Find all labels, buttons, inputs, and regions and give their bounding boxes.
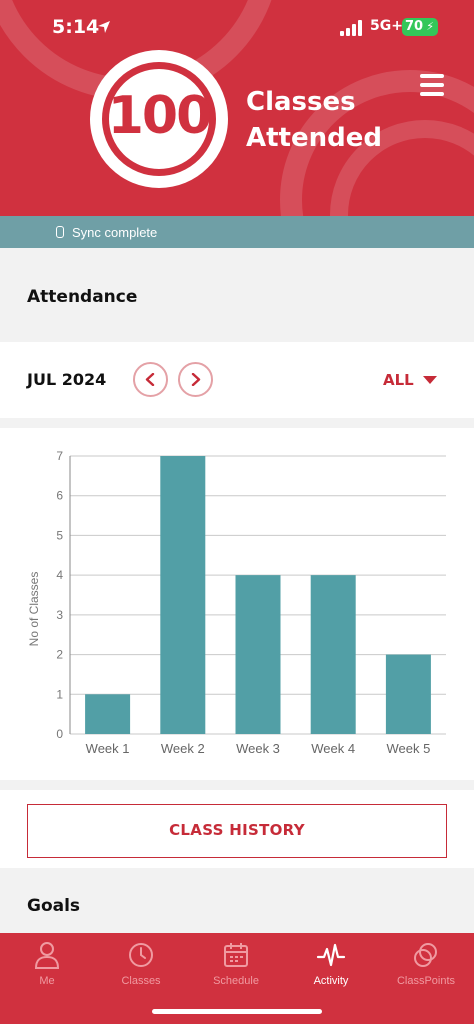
y-tick-label: 4 xyxy=(56,568,63,582)
chevron-right-icon xyxy=(191,373,201,386)
y-axis-label: No of Classes xyxy=(27,572,41,647)
y-tick-label: 5 xyxy=(56,528,63,542)
class-history-section: CLASS HISTORY xyxy=(0,790,474,868)
goals-title: Goals xyxy=(27,896,81,916)
classes-attended-badge: 100 xyxy=(90,50,228,188)
sync-banner: Sync complete xyxy=(0,216,474,248)
filter-value: ALL xyxy=(383,371,414,389)
y-tick-label: 7 xyxy=(56,449,63,463)
tab-classpoints[interactable]: ClassPoints xyxy=(381,941,471,987)
next-month-button[interactable] xyxy=(178,362,213,397)
status-bar: 5:14 5G+ 70 ⚡ xyxy=(0,16,474,40)
badge-ring xyxy=(102,62,216,176)
class-history-button[interactable]: CLASS HISTORY xyxy=(27,804,447,858)
attendance-title: Attendance xyxy=(27,287,138,307)
y-tick-label: 6 xyxy=(56,489,63,503)
bar xyxy=(385,654,431,734)
x-tick-label: Week 3 xyxy=(236,741,280,756)
tab-classes[interactable]: Classes xyxy=(96,941,186,987)
status-time: 5:14 xyxy=(52,16,100,38)
bar xyxy=(160,456,206,734)
attendance-chart-card: 0 1 2 3 4 5 6 7 Week 1 Week 2 Week 3 Week 4 Week 5 No… xyxy=(0,428,474,780)
x-tick-label: Week 1 xyxy=(86,741,130,756)
label-line-2: Attended xyxy=(246,123,382,153)
chevron-left-icon xyxy=(145,373,155,386)
tab-label-me: Me xyxy=(39,975,55,987)
bottom-tab-bar: Me Classes Schedule Activity ClassPoints xyxy=(0,933,474,1024)
y-tick-label: 3 xyxy=(56,608,63,622)
x-tick-label: Week 5 xyxy=(386,741,430,756)
tab-activity[interactable]: Activity xyxy=(286,941,376,987)
battery-level: 70 xyxy=(405,19,424,34)
location-arrow-icon xyxy=(98,21,110,33)
bar xyxy=(85,694,131,734)
tab-label-classpoints: ClassPoints xyxy=(396,975,456,987)
sync-status-text: Sync complete xyxy=(72,225,158,240)
tab-label-schedule: Schedule xyxy=(213,975,259,987)
tab-label-classes: Classes xyxy=(121,975,161,987)
attendance-bar-chart: 0 1 2 3 4 5 6 7 Week 1 Week 2 Week 3 Week 4 Week 5 No… xyxy=(27,449,446,756)
tab-me[interactable]: Me xyxy=(2,941,92,987)
y-tick-label: 2 xyxy=(56,648,63,662)
filter-dropdown[interactable]: ALL xyxy=(383,371,437,389)
signal-icon xyxy=(340,20,362,36)
bar xyxy=(310,575,356,734)
person-icon xyxy=(34,942,60,969)
caret-down-icon xyxy=(423,376,437,384)
calendar-icon xyxy=(224,943,248,967)
bar xyxy=(235,575,281,734)
classes-attended-label: Classes Attended xyxy=(246,84,396,156)
tab-schedule[interactable]: Schedule xyxy=(191,941,281,987)
charging-icon: ⚡ xyxy=(426,20,434,33)
x-tick-label: Week 4 xyxy=(311,741,355,756)
activity-icon xyxy=(316,943,346,967)
y-tick-label: 1 xyxy=(56,687,63,701)
y-tick-label: 0 xyxy=(56,727,63,741)
classes-attended-count: 100 xyxy=(107,86,213,146)
current-month: JUL 2024 xyxy=(27,370,107,389)
label-line-1: Classes xyxy=(246,87,356,117)
month-selector-bar: JUL 2024 ALL xyxy=(0,342,474,418)
home-indicator xyxy=(152,1009,322,1014)
clock-icon xyxy=(129,943,153,967)
hamburger-menu-icon[interactable] xyxy=(420,74,444,98)
header-banner: 5:14 5G+ 70 ⚡ 100 Classes Attended xyxy=(0,0,474,216)
tab-label-activity: Activity xyxy=(313,975,349,987)
previous-month-button[interactable] xyxy=(133,362,168,397)
battery-indicator: 70 ⚡ xyxy=(402,18,438,36)
watch-icon xyxy=(56,226,64,238)
network-type: 5G+ xyxy=(370,18,403,34)
classpoints-icon xyxy=(414,943,437,967)
x-tick-label: Week 2 xyxy=(161,741,205,756)
